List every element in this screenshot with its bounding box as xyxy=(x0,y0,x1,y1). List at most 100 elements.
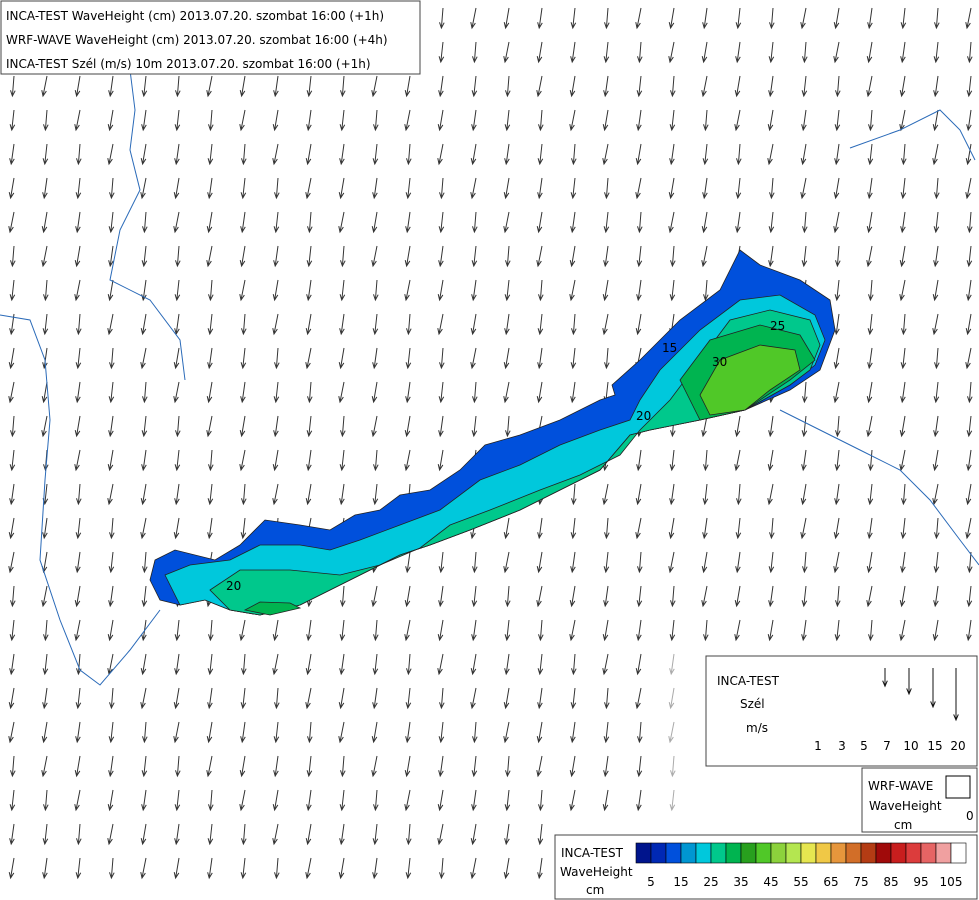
wind-arrow xyxy=(637,41,643,64)
wind-arrow xyxy=(901,483,907,506)
wind-arrow xyxy=(208,109,214,132)
wrf-legend: WRF-WAVE WaveHeight cm 0 xyxy=(861,767,978,833)
wind-arrow xyxy=(933,211,940,234)
wind-arrow xyxy=(934,517,940,540)
wind-arrow xyxy=(867,517,873,540)
wind-arrow xyxy=(833,551,840,574)
wind-arrow xyxy=(140,517,147,540)
wind-arrow xyxy=(734,415,741,438)
wind-arrow xyxy=(503,687,510,710)
wind-arrow xyxy=(10,75,16,98)
wind-arrow xyxy=(406,313,412,336)
wind-arrow xyxy=(43,279,49,302)
wind-arrow xyxy=(107,143,114,166)
wind-arrow xyxy=(470,313,477,336)
wind-arrow xyxy=(602,279,609,302)
wind-arrow xyxy=(74,755,81,778)
wind-arrow xyxy=(9,143,15,166)
wind-arrow xyxy=(636,755,643,778)
wind-arrow xyxy=(438,585,444,608)
wind-arrow xyxy=(505,585,511,608)
wind-arrow xyxy=(866,415,873,438)
wind-arrow xyxy=(669,449,676,472)
wind-arrow xyxy=(635,177,642,200)
wind-arrow xyxy=(42,177,48,200)
wind-arrow xyxy=(109,857,115,880)
wind-arrow xyxy=(108,381,115,404)
wind-arrow xyxy=(503,41,510,64)
wind-arrow xyxy=(108,721,115,744)
wind-arrow xyxy=(406,653,412,676)
wind-arrow xyxy=(42,517,48,540)
wind-arrow xyxy=(767,483,774,506)
wind-arrow xyxy=(801,449,807,472)
wind-arrow xyxy=(109,517,115,540)
colorbar-label: 35 xyxy=(733,875,748,889)
wind-arrow xyxy=(768,75,774,98)
wind-arrow xyxy=(41,75,48,98)
wind-arrow xyxy=(603,721,610,744)
wind-arrow xyxy=(702,143,709,166)
wind-arrow xyxy=(42,313,49,336)
wind-arrow xyxy=(569,619,576,642)
legend-unit: cm xyxy=(586,883,604,897)
wind-arrow xyxy=(866,41,873,64)
wind-arrow xyxy=(305,313,312,336)
wind-arrow xyxy=(882,668,888,688)
wind-arrow xyxy=(372,143,379,166)
wind-arrow xyxy=(272,789,279,812)
colorbar-label: 105 xyxy=(940,875,963,889)
wind-arrow xyxy=(41,585,48,608)
wind-arrow xyxy=(966,449,972,472)
wind-arrow xyxy=(504,653,510,676)
wind-arrow xyxy=(142,381,148,404)
header-line: INCA-TEST WaveHeight (cm) 2013.07.20. sz… xyxy=(6,9,384,23)
river xyxy=(109,69,186,381)
wind-arrow xyxy=(207,653,214,676)
wind-arrow xyxy=(109,177,115,200)
wind-arrow xyxy=(439,687,445,710)
wind-arrow xyxy=(900,517,907,540)
wind-arrow xyxy=(141,109,147,132)
wind-arrow xyxy=(107,109,114,132)
wind-arrow xyxy=(76,143,82,166)
wind-arrow xyxy=(306,415,313,438)
wind-arrow xyxy=(571,653,577,676)
wind-arrow xyxy=(636,585,643,608)
wind-arrow xyxy=(141,789,147,812)
wind-arrow xyxy=(338,211,345,234)
wind-arrow xyxy=(801,585,808,608)
wind-arrow xyxy=(503,721,510,744)
wind-arrow xyxy=(274,177,280,200)
wind-arrow xyxy=(8,211,15,234)
colorbar-swatch xyxy=(860,842,877,864)
wind-arrow xyxy=(141,585,148,608)
wind-arrow xyxy=(703,109,709,132)
wind-arrow xyxy=(536,585,543,608)
wind-arrow xyxy=(635,313,642,336)
wind-arrow xyxy=(503,177,510,200)
wind-arrow xyxy=(305,823,312,846)
wind-arrow xyxy=(472,721,478,744)
wind-arrow xyxy=(173,687,180,710)
wind-arrow xyxy=(833,211,840,234)
colorbar-swatch xyxy=(740,842,757,864)
wind-arrow xyxy=(967,211,973,234)
wind-arrow xyxy=(471,279,477,302)
wind-arrow xyxy=(173,517,180,540)
wind-arrow xyxy=(206,75,213,98)
wind-arrow xyxy=(307,211,313,234)
wind-arrow xyxy=(504,313,510,336)
wind-arrow xyxy=(239,109,246,132)
wind-arrow xyxy=(109,347,115,370)
wind-arrow xyxy=(933,75,939,98)
wind-arrow xyxy=(669,653,675,676)
wind-arrow xyxy=(668,687,675,710)
wind-arrow xyxy=(339,789,346,812)
wind-arrow xyxy=(570,687,577,710)
wind-arrow xyxy=(373,449,379,472)
wind-arrow xyxy=(736,483,742,506)
wind-arrow xyxy=(569,755,576,778)
wind-key-label: 20 xyxy=(950,739,965,753)
wind-arrow xyxy=(75,551,81,574)
